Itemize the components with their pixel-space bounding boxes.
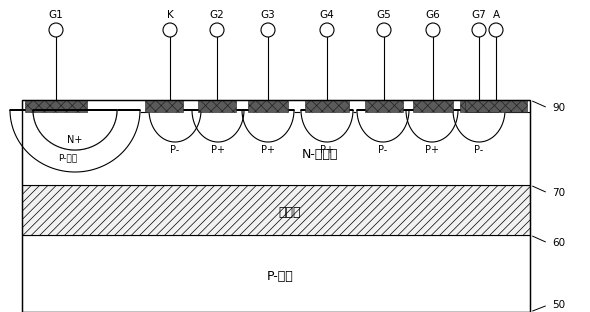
Text: 60: 60 [552,238,565,248]
Polygon shape [406,110,458,142]
Text: P+: P+ [261,145,275,155]
Text: P-: P- [171,145,179,155]
Text: G1: G1 [48,10,63,20]
Polygon shape [357,110,409,142]
Polygon shape [453,110,505,142]
Polygon shape [149,110,201,142]
Bar [25,100,87,112]
Text: A: A [493,10,500,20]
Bar [460,100,498,112]
Circle shape [377,23,391,37]
Bar [305,100,349,112]
Text: 90: 90 [552,103,565,113]
Text: P+: P+ [425,145,439,155]
Text: K: K [166,10,173,20]
Text: G4: G4 [320,10,335,20]
Polygon shape [301,110,353,142]
Polygon shape [33,110,117,150]
Bar [465,100,527,112]
Bar [413,100,453,112]
Text: G2: G2 [209,10,224,20]
Circle shape [49,23,63,37]
Text: 70: 70 [552,188,565,198]
Text: P-基区: P-基区 [58,154,77,163]
Bar [145,100,183,112]
Circle shape [489,23,503,37]
Bar [22,100,530,312]
Text: P+: P+ [320,145,334,155]
Bar [198,100,236,112]
Bar [248,100,288,112]
Polygon shape [242,110,294,142]
Text: G7: G7 [471,10,486,20]
Bar [22,110,530,185]
Bar [22,185,530,235]
Text: P+: P+ [211,145,225,155]
Circle shape [261,23,275,37]
Text: G5: G5 [376,10,391,20]
Polygon shape [33,110,117,150]
Circle shape [163,23,177,37]
Bar [365,100,403,112]
Circle shape [210,23,224,37]
Text: 埋氧层: 埋氧层 [278,207,301,220]
Text: G3: G3 [261,10,276,20]
Circle shape [426,23,440,37]
Text: N-外延层: N-外延层 [302,149,338,162]
Text: 50: 50 [552,300,565,310]
Text: N+: N+ [67,135,83,145]
Text: G6: G6 [425,10,440,20]
Circle shape [320,23,334,37]
Circle shape [472,23,486,37]
Text: P-: P- [378,145,388,155]
Text: P-衬底: P-衬底 [267,271,293,284]
Polygon shape [192,110,244,142]
Polygon shape [10,110,140,172]
Bar [22,235,530,312]
Text: P-: P- [474,145,484,155]
Bar [22,100,530,112]
